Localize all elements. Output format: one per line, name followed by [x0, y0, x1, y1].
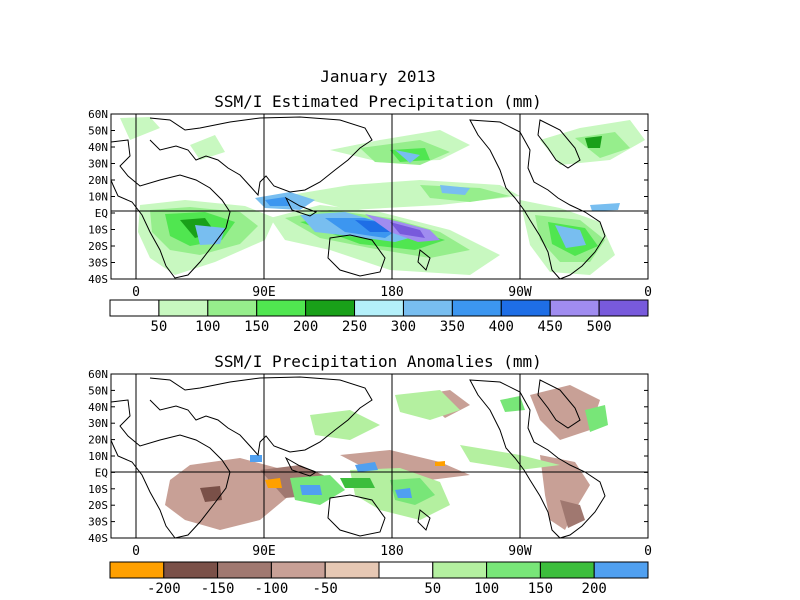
map2-title: SSM/I Precipitation Anomalies (mm) [214, 352, 542, 371]
lon-label: 90W [508, 544, 532, 559]
lon-label: 90E [252, 544, 275, 559]
colorbar-swatch [598, 299, 649, 317]
colorbar-label: -200 [147, 581, 181, 597]
colorbar-swatch [207, 299, 258, 317]
colorbar-label: -50 [313, 581, 338, 597]
map1-lat-labels: 60N 50N 40N 30N 20N 10N EQ 10S 20S 30S 40S [88, 108, 648, 286]
colorbar-swatch [217, 561, 272, 579]
map1-precip-field [120, 117, 645, 275]
lat-label: 20S [88, 240, 108, 253]
lon-label: 90E [252, 285, 275, 300]
colorbar-swatch [324, 561, 380, 579]
lon-label: 90W [508, 285, 532, 300]
anomaly-colorbar: -200 -150 -100 -50 50 100 150 200 [109, 561, 649, 597]
colorbar-swatch [593, 561, 649, 579]
lat-label: 50N [88, 125, 108, 138]
lat-label: 30N [88, 158, 108, 171]
colorbar-label: 350 [440, 319, 465, 335]
lat-label: 20S [88, 499, 108, 512]
precip-colorbar: 50 100 150 200 250 300 350 400 450 500 [109, 299, 649, 335]
colorbar-label: 500 [586, 319, 611, 335]
lat-label: 30S [88, 516, 108, 529]
colorbar-label: 450 [538, 319, 563, 335]
lat-label: 40S [88, 273, 108, 286]
colorbar-swatch [163, 561, 219, 579]
colorbar-label: 100 [474, 581, 499, 597]
lat-label: 10S [88, 224, 108, 237]
lat-label: 30S [88, 257, 108, 270]
colorbar-label: 200 [293, 319, 318, 335]
lat-label: 10N [88, 450, 108, 463]
colorbar-label: 100 [195, 319, 220, 335]
lat-label: EQ [95, 466, 108, 479]
lon-label: 180 [380, 544, 403, 559]
map2-lon-labels: 0 90E 180 90W 0 [132, 544, 652, 559]
colorbar-swatch [158, 299, 209, 317]
colorbar-label: -100 [255, 581, 289, 597]
colorbar-swatch [109, 299, 160, 317]
map2-lat-labels: 60N 50N 40N 30N 20N 10N EQ 10S 20S 30S 40S [88, 368, 648, 545]
colorbar-swatch [305, 299, 356, 317]
colorbar-label: 150 [528, 581, 553, 597]
lon-label: 0 [644, 544, 652, 559]
lon-label: 0 [644, 285, 652, 300]
lat-label: 30N [88, 417, 108, 430]
colorbar-swatch [486, 561, 541, 579]
lat-label: 40S [88, 532, 108, 545]
colorbar-swatch [539, 561, 595, 579]
lat-label: 50N [88, 384, 108, 397]
colorbar-swatch [109, 561, 165, 579]
colorbar-label: 250 [342, 319, 367, 335]
colorbar-swatch [402, 299, 453, 317]
colorbar-swatch [378, 561, 434, 579]
lat-label: 20N [88, 434, 108, 447]
colorbar-swatch [451, 299, 502, 317]
colorbar-label: 200 [582, 581, 607, 597]
colorbar-label: 50 [424, 581, 441, 597]
map2-panel: 60N 50N 40N 30N 20N 10N EQ 10S 20S 30S 40S 0 90E 180… [88, 368, 652, 559]
lat-label: 40N [88, 141, 108, 154]
colorbar-label: -150 [201, 581, 235, 597]
map2-anomaly-field [165, 385, 608, 530]
map1-lon-labels: 0 90E 180 90W 0 [132, 285, 652, 300]
colorbar-label: 50 [150, 319, 167, 335]
map1-gridlines [111, 114, 648, 279]
lat-label: EQ [95, 207, 108, 220]
map1-coastlines [110, 116, 606, 280]
map1-panel: 60N 50N 40N 30N 20N 10N EQ 10S 20S 30S 40S 0 90E 180… [88, 108, 652, 300]
colorbar-label: 150 [244, 319, 269, 335]
lat-label: 40N [88, 401, 108, 414]
map2-gridlines [111, 374, 648, 538]
lat-label: 60N [88, 368, 108, 381]
colorbar-swatch [549, 299, 600, 317]
figure-title: January 2013 [320, 67, 436, 86]
lat-label: 10N [88, 191, 108, 204]
colorbar-label: 400 [489, 319, 514, 335]
lon-label: 0 [132, 285, 140, 300]
colorbar-swatch [500, 299, 551, 317]
colorbar-swatch [270, 561, 326, 579]
map1-title: SSM/I Estimated Precipitation (mm) [214, 92, 542, 111]
lon-label: 0 [132, 544, 140, 559]
colorbar-label: 300 [391, 319, 416, 335]
lat-label: 60N [88, 108, 108, 121]
map2-coastlines [110, 376, 606, 539]
lat-label: 10S [88, 483, 108, 496]
colorbar-swatch [432, 561, 488, 579]
colorbar-swatch [256, 299, 307, 317]
colorbar-swatch [354, 299, 404, 317]
lat-label: 20N [88, 174, 108, 187]
lon-label: 180 [380, 285, 403, 300]
